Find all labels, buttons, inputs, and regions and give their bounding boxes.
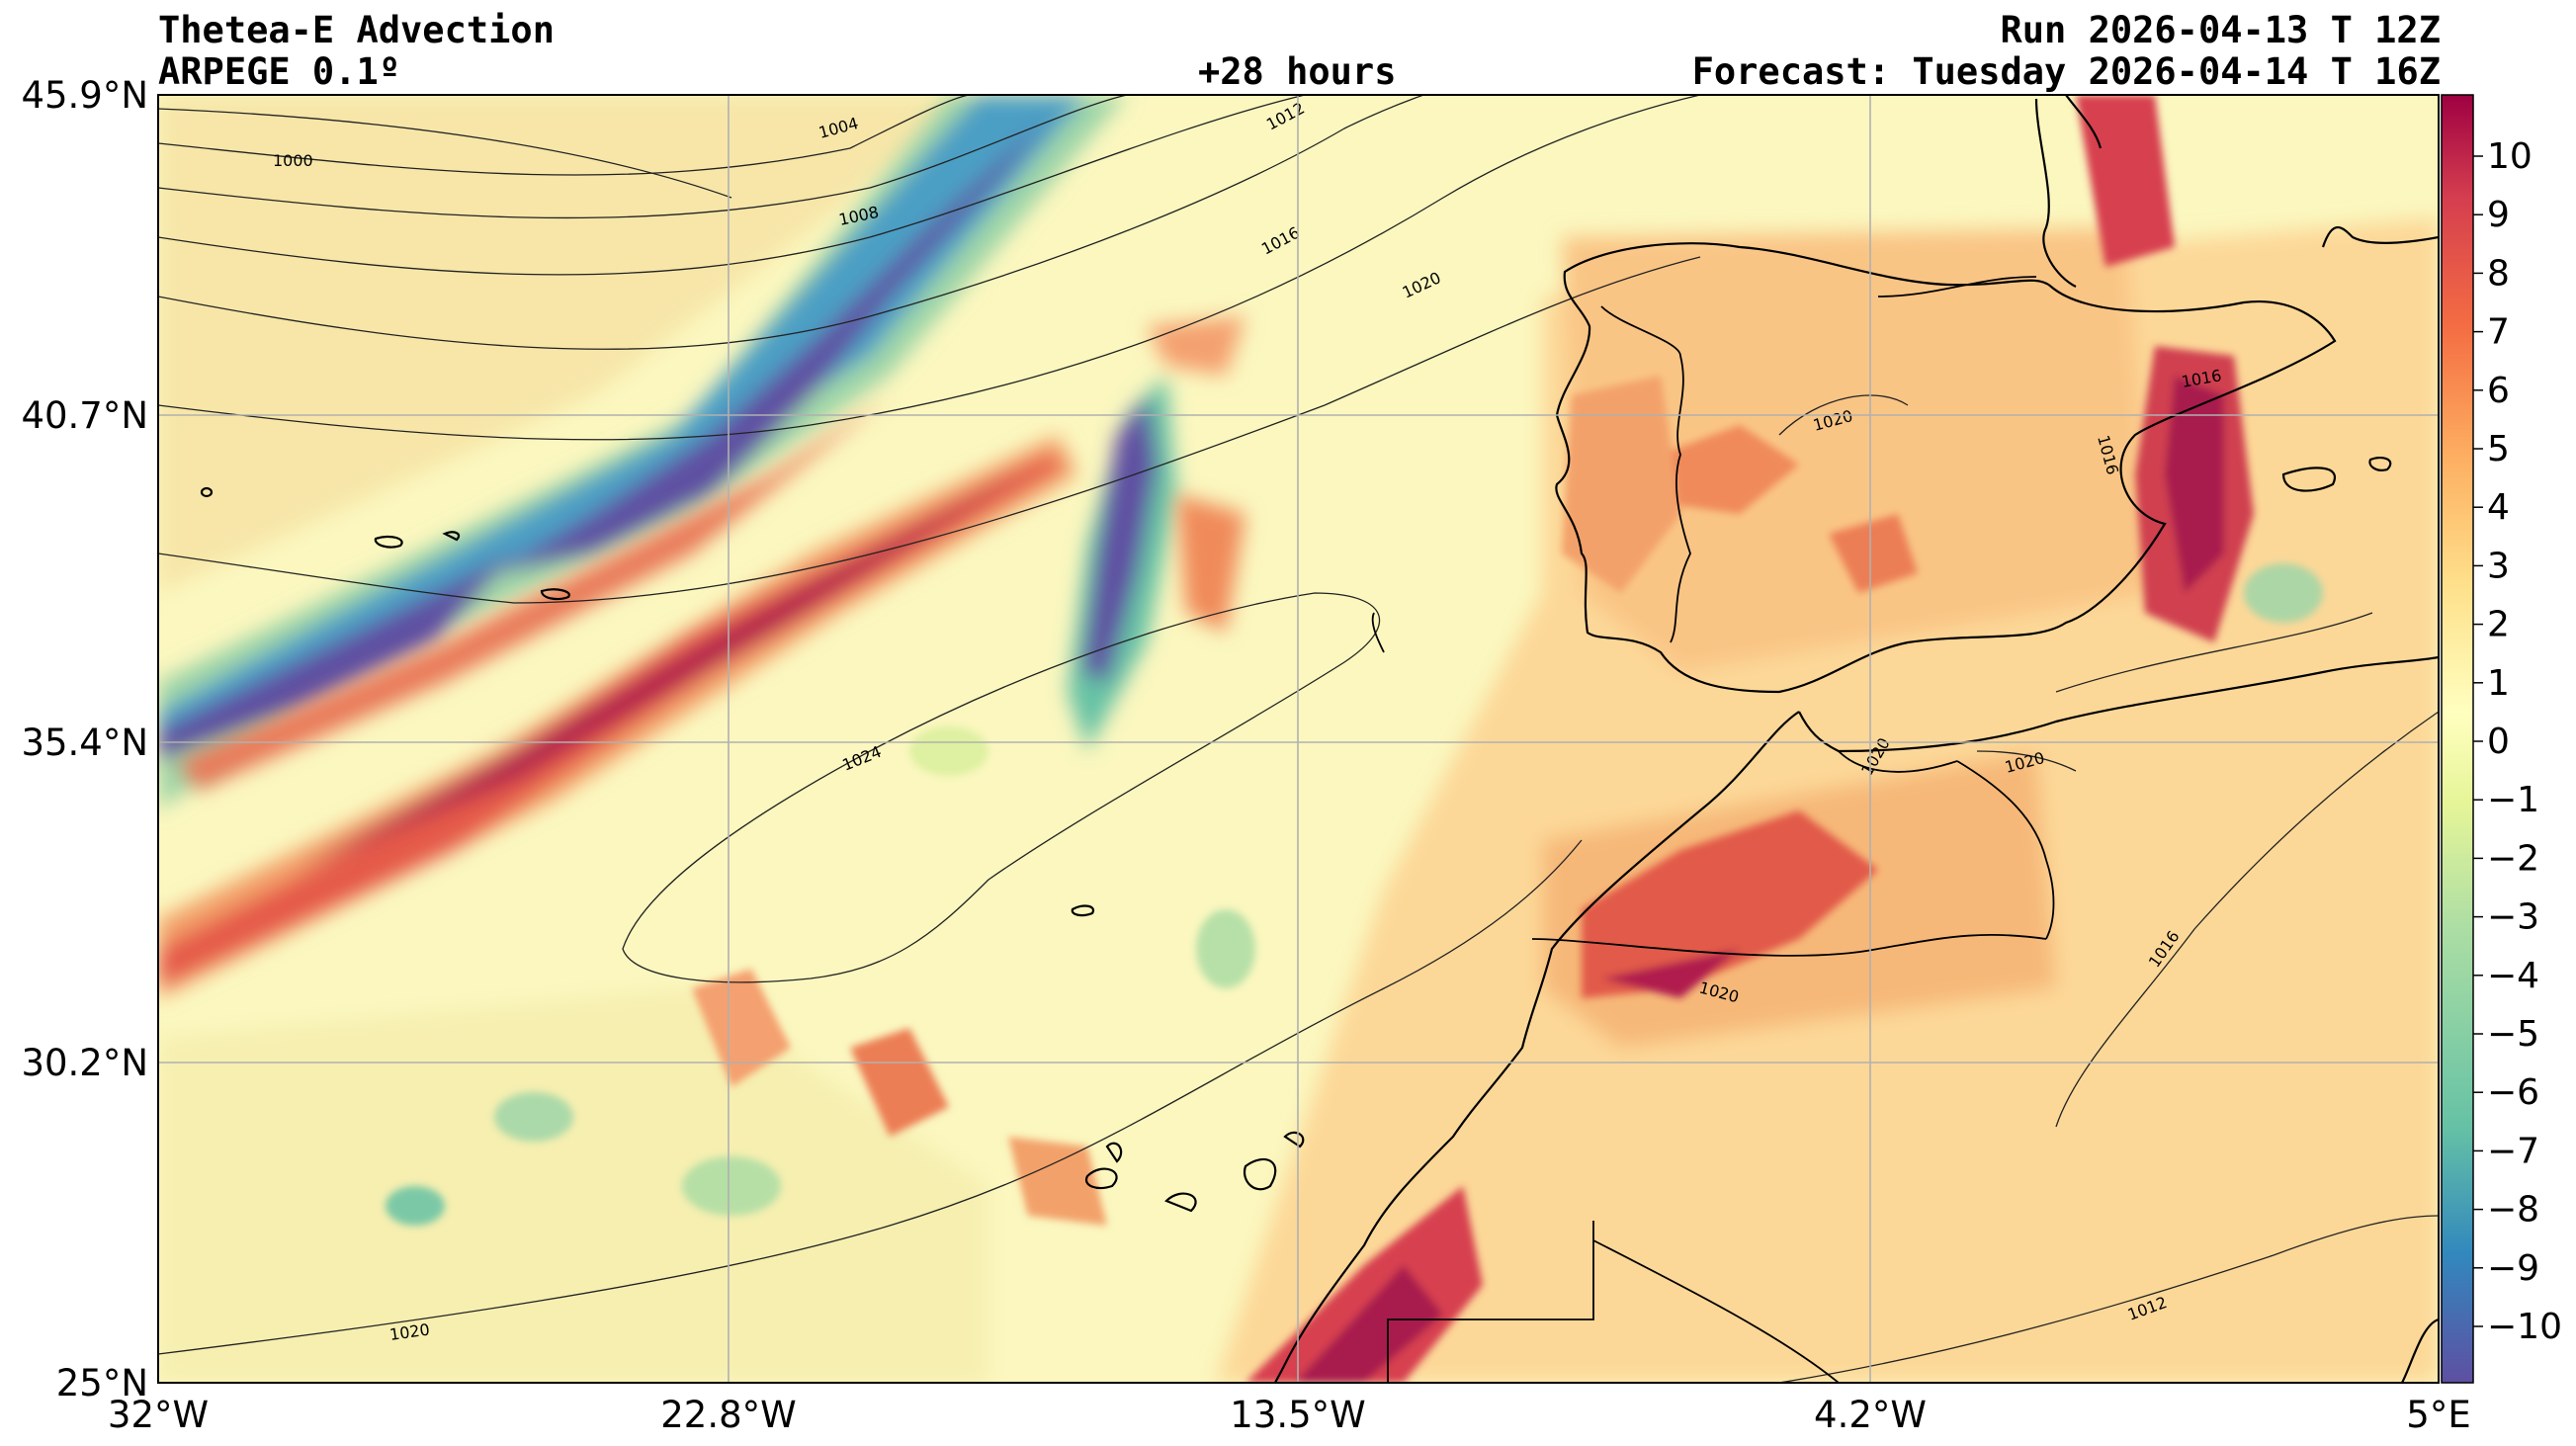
lon-tick-label: 5°E — [2406, 1394, 2470, 1436]
isobar-lines — [158, 95, 2439, 1383]
lon-axis: 32°W 22.8°W 13.5°W 4.2°W 5°E — [108, 1394, 2471, 1436]
colorbar-tick-label: 7 — [2487, 312, 2510, 353]
lon-tick-label: 32°W — [108, 1394, 209, 1436]
lead-time: +28 hours — [1198, 50, 1397, 93]
colorbar-tick-label: 4 — [2487, 487, 2510, 528]
colorbar-tick-label: 5 — [2487, 429, 2510, 469]
coastlines — [200, 95, 2439, 1383]
map-frame — [157, 94, 2440, 1384]
lat-tick-label: 40.7°N — [21, 394, 148, 437]
forecast-time: Forecast: Tuesday 2026-04-14 T 16Z — [1691, 50, 2441, 93]
isobar-label: 1000 — [273, 151, 313, 170]
colorbar-tick-label: 6 — [2487, 371, 2510, 411]
colorbar-tick-label: −1 — [2487, 780, 2539, 820]
colorbar-tick-label: 3 — [2487, 546, 2510, 586]
model-name: ARPEGE 0.1º — [158, 50, 401, 93]
colorbar-scale — [2441, 94, 2474, 1384]
colorbar-tick-label: −6 — [2487, 1072, 2539, 1113]
colorbar-tick-label: −5 — [2487, 1014, 2539, 1055]
colorbar-tick-label: 10 — [2487, 136, 2533, 177]
colorbar-tick-label: 9 — [2487, 195, 2510, 235]
colorbar-tick-label: 2 — [2487, 605, 2510, 645]
colorbar-tick-label: 8 — [2487, 253, 2510, 294]
colorbar-tick-label: −10 — [2487, 1307, 2562, 1347]
colorbar-tick-label: −3 — [2487, 897, 2539, 938]
lat-tick-label: 45.9°N — [21, 74, 148, 117]
colorbar-tick-label: 0 — [2487, 722, 2510, 762]
colorbar-tick-label: −4 — [2487, 956, 2539, 996]
colorbar-tick-label: −9 — [2487, 1248, 2539, 1289]
colorbar-tick-label: 1 — [2487, 663, 2510, 704]
lon-tick-label: 4.2°W — [1814, 1394, 1927, 1436]
colorbar-tick-label: −7 — [2487, 1131, 2539, 1171]
colorbar-tick-label: −2 — [2487, 838, 2539, 879]
borders — [1371, 276, 2055, 1383]
lon-tick-label: 22.8°W — [660, 1394, 796, 1436]
chart-title: Thetea-E Advection — [158, 9, 555, 51]
lat-tick-label: 35.4°N — [21, 722, 148, 764]
lat-tick-label: 25°N — [56, 1362, 148, 1404]
lat-axis: 45.9°N 40.7°N 35.4°N 30.2°N 25°N — [21, 74, 148, 1404]
gridlines — [158, 95, 2439, 1383]
advection-field: 1000 1004 1008 1012 1016 1020 1020 1020 … — [158, 95, 2439, 1383]
lat-tick-label: 30.2°N — [21, 1042, 148, 1084]
run-time: Run 2026-04-13 T 12Z — [2000, 9, 2441, 51]
colorbar-tick-label: −8 — [2487, 1190, 2539, 1231]
lon-tick-label: 13.5°W — [1230, 1394, 1365, 1436]
